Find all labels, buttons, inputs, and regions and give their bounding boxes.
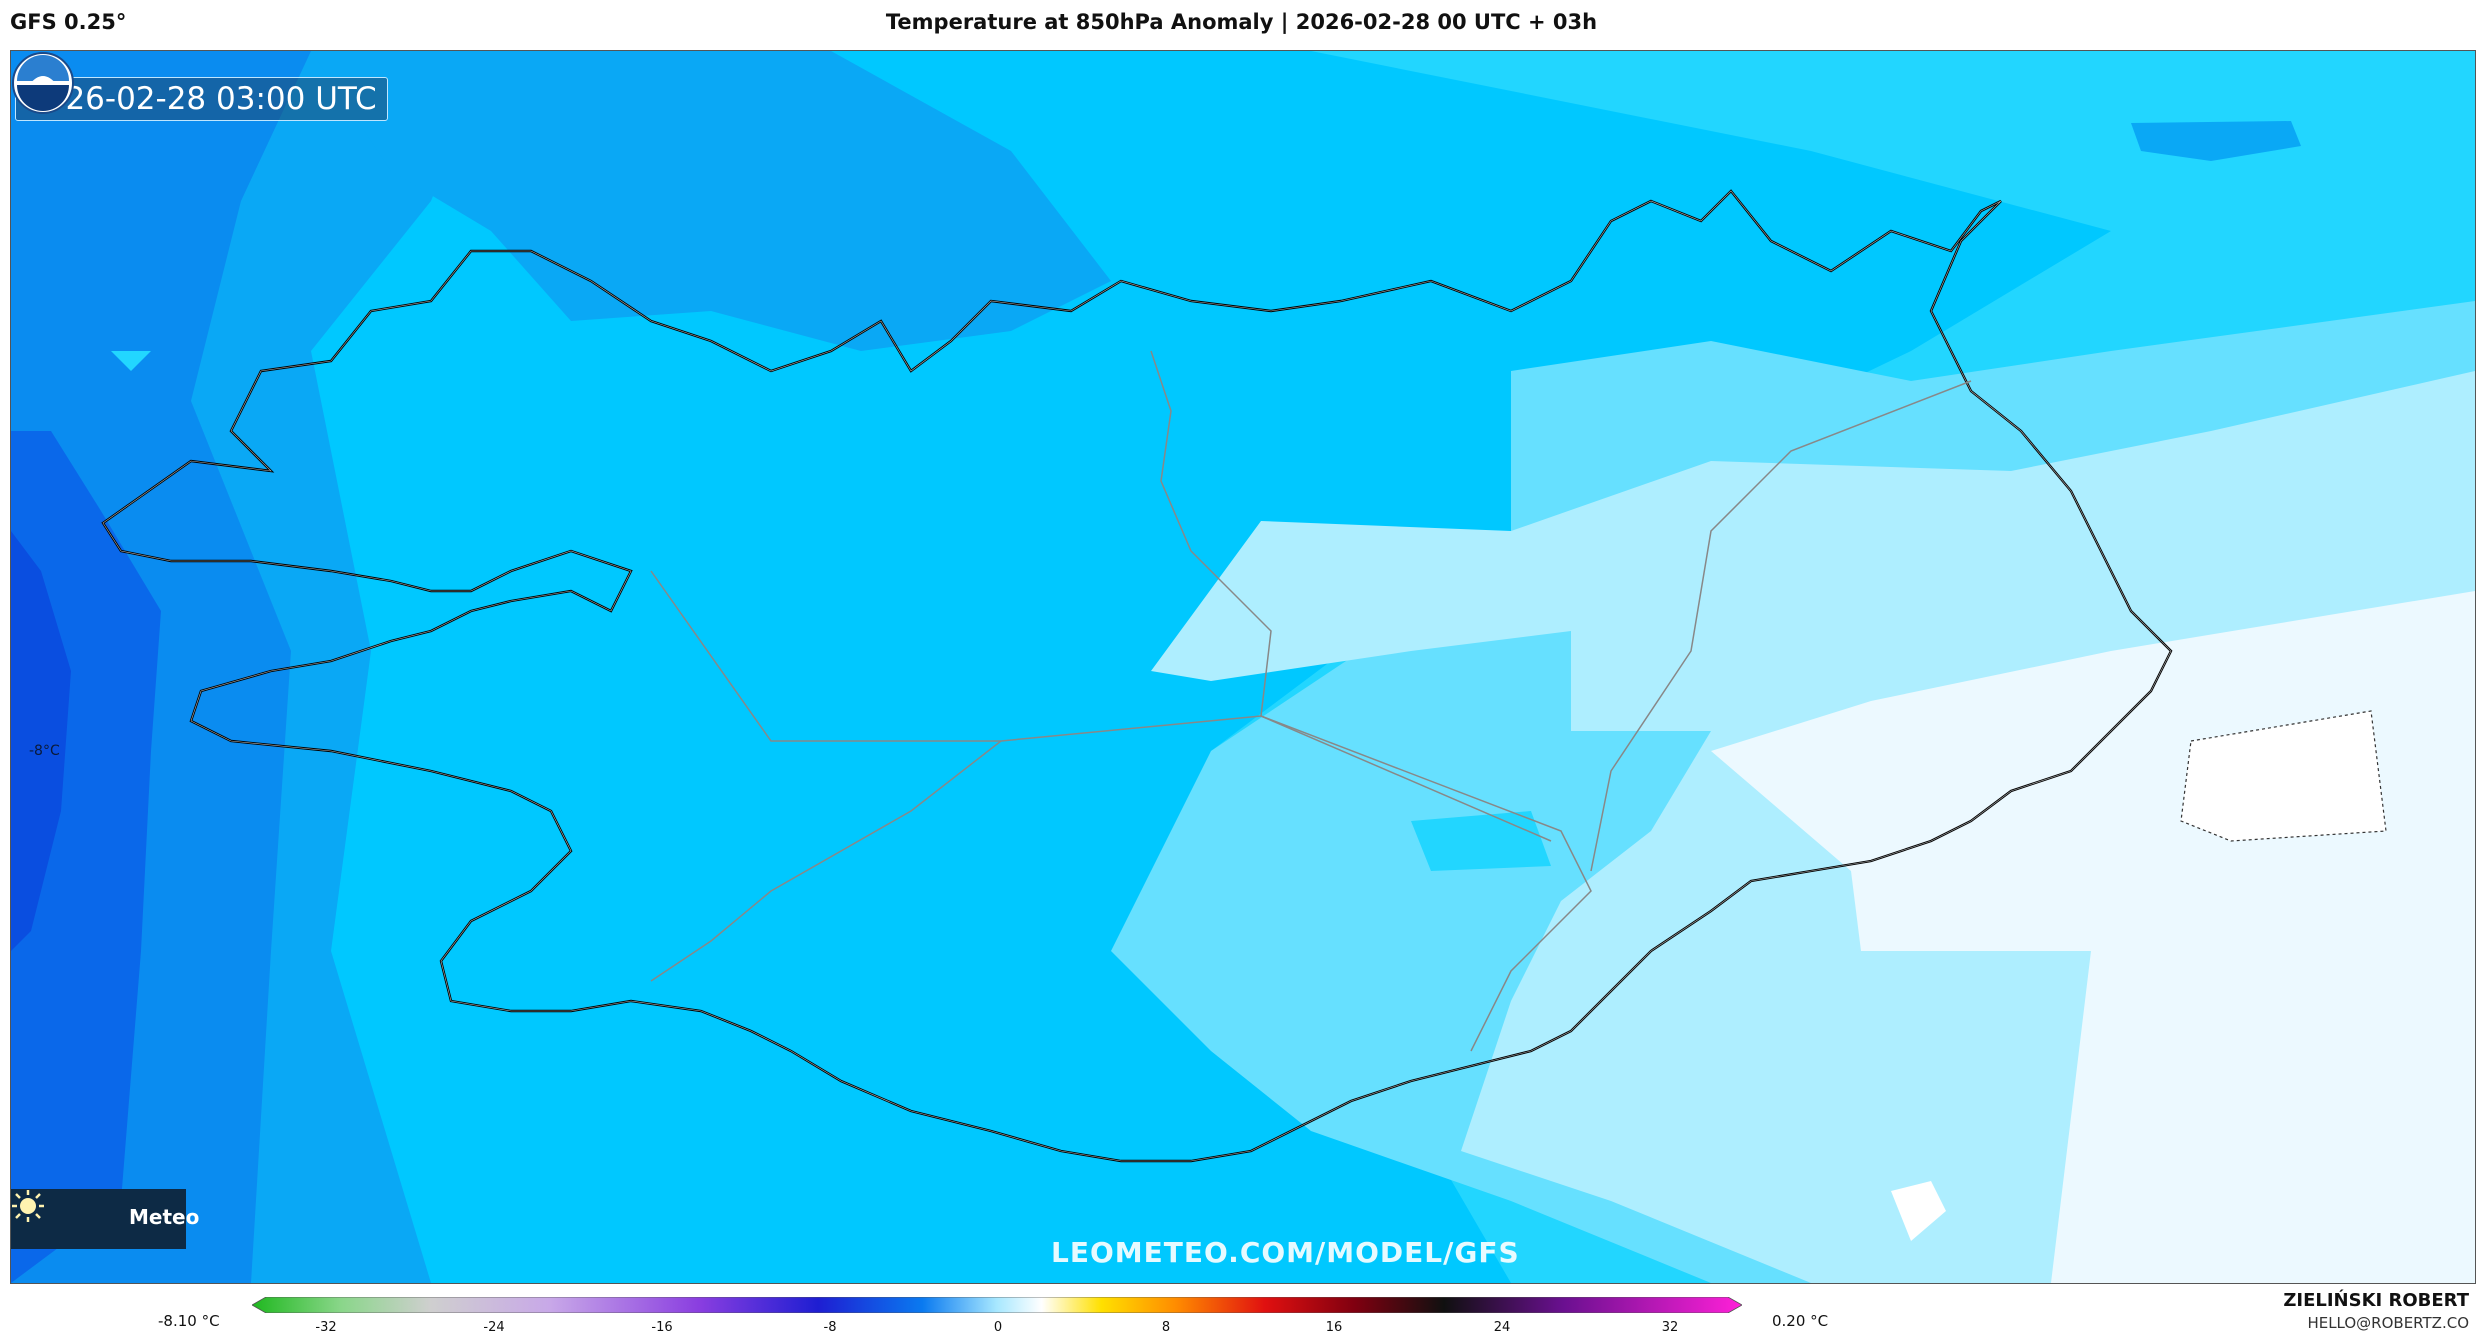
colorbar-tick: -32 <box>315 1320 337 1335</box>
sun-icon <box>12 1190 44 1222</box>
leometeo-logo[interactable]: Meteo <box>11 1189 199 1249</box>
noaa-logo-icon <box>12 52 74 114</box>
logo-text: Meteo <box>129 1205 200 1229</box>
author-name: ZIELIŃSKI ROBERT <box>2283 1290 2469 1311</box>
colorbar-tick: 16 <box>1325 1320 1343 1335</box>
source-watermark: LEOMETEO.COM/MODEL/GFS <box>1051 1236 1520 1269</box>
colorbar-tick: -24 <box>483 1320 505 1335</box>
colorbar-tick: 8 <box>1161 1320 1171 1335</box>
valid-time-badge: 2026-02-28 03:00 UTC <box>15 77 388 121</box>
colorbar-max-label: 0.20 °C <box>1772 1312 1829 1330</box>
temperature-value-label: -8°C <box>29 743 60 759</box>
colorbar-tick: 32 <box>1661 1320 1679 1335</box>
colorbar-tick: -8 <box>823 1320 837 1335</box>
author-email[interactable]: HELLO@ROBERTZ.CO <box>2307 1314 2469 1332</box>
temperature-colorbar <box>252 1297 1742 1313</box>
colorbar-tick: 0 <box>993 1320 1003 1335</box>
colorbar-tick: 24 <box>1493 1320 1511 1335</box>
temperature-field <box>11 51 2475 1283</box>
map-area[interactable]: 2026-02-28 03:00 UTC -8°C Meteo LEOMETEO… <box>10 50 2476 1284</box>
map-title: Temperature at 850hPa Anomaly | 2026-02-… <box>885 10 1598 34</box>
colorbar-tick: -16 <box>651 1320 673 1335</box>
colorbar-min-label: -8.10 °C <box>158 1312 220 1330</box>
model-label: GFS 0.25° <box>10 10 127 34</box>
